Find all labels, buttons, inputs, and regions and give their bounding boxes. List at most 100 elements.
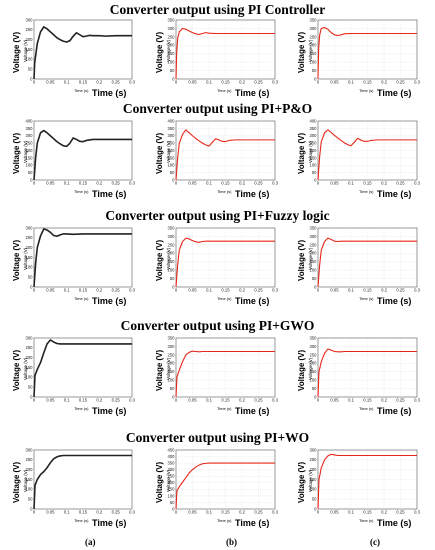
y-tick-label: 50	[28, 497, 33, 502]
x-tick-label: 0.25	[112, 510, 121, 515]
y-tick-label: 250	[26, 457, 34, 462]
y-axis-label: Voltage (V)	[12, 31, 21, 73]
chart-panel-r3-c1: 0 50 100 150 200 250 300 350 0 0.05 0.1 0.15 0.2 0.25…	[168, 335, 279, 403]
x-axis-label: Time (s)	[92, 406, 127, 416]
x-axis-label-small: Time (s)	[359, 189, 374, 194]
x-tick-label: 0	[175, 288, 178, 293]
y-axis-label-small: Voltage (V)	[166, 247, 171, 270]
x-axis-label-small: Time (s)	[74, 189, 89, 194]
x-tick-label: 0.2	[96, 510, 102, 515]
y-tick-label: 350	[168, 225, 176, 230]
y-axis-label: Voltage (V)	[297, 132, 306, 174]
x-axis-label-small: Time (s)	[217, 189, 232, 194]
plot-frame	[33, 227, 133, 288]
x-tick-label: 0.15	[363, 181, 372, 186]
series-line-voltage	[175, 27, 275, 80]
x-tick-label: 0	[317, 398, 320, 403]
y-tick-label: 0	[314, 506, 317, 511]
y-axis-label-small: Voltage (V)	[166, 469, 171, 492]
x-tick-label: 0.3	[129, 80, 135, 85]
y-tick-label: 200	[168, 361, 176, 366]
plot-frame	[33, 120, 133, 181]
series-line-voltage	[317, 348, 417, 398]
x-axis-label: Time (s)	[235, 296, 270, 306]
y-axis-label: Voltage (V)	[12, 132, 21, 174]
y-tick-label: 200	[310, 467, 318, 472]
y-tick-label: 200	[168, 43, 176, 48]
y-axis-label-small: Voltage (V)	[308, 247, 313, 270]
x-tick-label: 0.1	[206, 181, 212, 186]
series-line-voltage	[175, 350, 275, 398]
y-tick-label: 400	[168, 454, 176, 459]
y-tick-label: 300	[310, 344, 318, 349]
x-axis-label-small: Time (s)	[217, 518, 232, 523]
y-tick-label: 100	[26, 375, 34, 380]
x-tick-label: 0.2	[239, 80, 245, 85]
y-tick-label: 150	[168, 155, 176, 160]
y-tick-label: 350	[168, 17, 176, 22]
x-tick-label: 0.2	[96, 80, 102, 85]
y-tick-label: 350	[310, 225, 318, 230]
x-axis-label-small: Time (s)	[359, 518, 374, 523]
y-tick-label: 200	[26, 467, 34, 472]
plot-frame	[317, 337, 418, 398]
x-axis-label: Time (s)	[235, 88, 270, 98]
y-tick-label: 450	[168, 447, 176, 452]
x-tick-label: 0	[175, 80, 178, 85]
y-axis-label: Voltage (V)	[297, 461, 306, 503]
y-axis-label-small: Voltage (V)	[23, 357, 28, 380]
y-tick-label: 50	[312, 170, 317, 175]
y-tick-label: 0	[314, 284, 317, 289]
y-tick-label: 100	[168, 163, 176, 168]
y-tick-label: 300	[26, 447, 34, 452]
x-tick-label: 0.05	[188, 510, 197, 515]
y-axis-label: Voltage (V)	[155, 349, 164, 391]
row-title-0: Converter output using PI Controller	[109, 2, 326, 17]
y-tick-label: 350	[310, 17, 318, 22]
x-tick-label: 0.3	[414, 510, 420, 515]
y-tick-label: 400	[26, 118, 34, 123]
y-tick-label: 0	[30, 506, 33, 511]
y-tick-label: 100	[168, 493, 176, 498]
x-tick-label: 0.15	[363, 398, 372, 403]
plot-frame	[33, 337, 133, 398]
x-axis-label: Time (s)	[377, 296, 412, 306]
row-title-2: Converter output using PI+Fuzzy logic	[105, 208, 330, 223]
x-tick-label: 0.25	[396, 398, 405, 403]
x-tick-label: 0.15	[79, 510, 88, 515]
series-line-voltage	[175, 462, 275, 510]
y-tick-label: 350	[310, 335, 318, 340]
y-tick-label: 400	[310, 118, 318, 123]
x-tick-label: 0.05	[330, 398, 339, 403]
x-tick-label: 0.1	[64, 80, 70, 85]
y-axis-label-small: Voltage (V)	[166, 39, 171, 62]
x-tick-label: 0	[33, 510, 36, 515]
x-tick-label: 0.25	[254, 181, 263, 186]
y-tick-label: 200	[168, 251, 176, 256]
y-tick-label: 50	[28, 385, 33, 390]
x-tick-label: 0.25	[396, 288, 405, 293]
y-tick-label: 0	[172, 177, 175, 182]
x-tick-label: 0.25	[112, 181, 121, 186]
x-tick-label: 0.3	[414, 80, 420, 85]
x-axis-label: Time (s)	[92, 88, 127, 98]
y-tick-label: 0	[314, 76, 317, 81]
y-tick-label: 150	[310, 155, 318, 160]
x-tick-label: 0.25	[254, 398, 263, 403]
y-tick-label: 150	[26, 477, 34, 482]
x-tick-label: 0.2	[239, 181, 245, 186]
y-axis-label: Voltage (V)	[155, 461, 164, 503]
y-tick-label: 350	[26, 126, 34, 131]
x-tick-label: 0.25	[396, 181, 405, 186]
y-tick-label: 300	[310, 26, 318, 31]
y-tick-label: 150	[26, 47, 34, 52]
x-tick-label: 0.3	[272, 398, 278, 403]
x-axis-label: Time (s)	[235, 189, 270, 199]
plot-frame	[175, 19, 276, 80]
y-tick-label: 250	[168, 141, 176, 146]
x-tick-label: 0.2	[239, 288, 245, 293]
y-axis-label: Voltage (V)	[297, 349, 306, 391]
x-tick-label: 0.15	[221, 181, 230, 186]
y-tick-label: 200	[310, 148, 318, 153]
y-axis-label: Voltage (V)	[155, 31, 164, 73]
